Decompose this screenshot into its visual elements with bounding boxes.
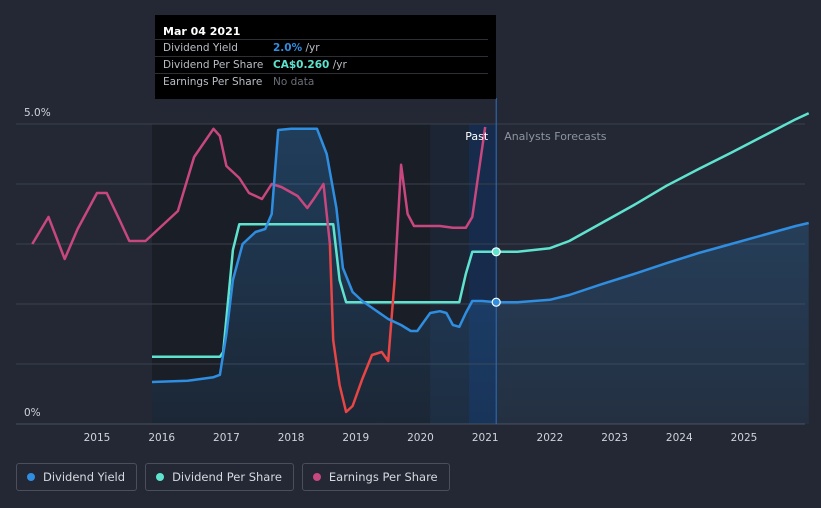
legend-item-dividend-yield[interactable]: Dividend Yield bbox=[16, 463, 138, 491]
tooltip-label: Earnings Per Share bbox=[163, 76, 263, 88]
dividend-yield-line bbox=[151, 127, 809, 384]
dividend-per-share-line bbox=[152, 112, 810, 359]
legend-label: Dividend Per Share bbox=[172, 470, 282, 484]
chart-tooltip: Mar 04 2021 Dividend Yield 2.0% /yr Divi… bbox=[155, 15, 496, 99]
tooltip-label: Dividend Yield bbox=[163, 42, 238, 54]
legend-label: Earnings Per Share bbox=[328, 470, 438, 484]
x-tick-label: 2022 bbox=[537, 432, 564, 444]
legend-dot bbox=[27, 473, 35, 481]
dividend-yield-marker-point bbox=[491, 297, 501, 307]
legend-item-earnings-per-share[interactable]: Earnings Per Share bbox=[301, 463, 450, 491]
dividend-yield-area bbox=[151, 128, 809, 425]
x-tick-label: 2024 bbox=[666, 432, 693, 444]
x-tick-label: 2019 bbox=[342, 432, 369, 444]
earnings-per-share-recent-line bbox=[393, 126, 487, 281]
tooltip-row-earnings-per-share: Earnings Per Share No data bbox=[155, 73, 488, 91]
earnings-per-share-decline-line bbox=[328, 243, 396, 414]
tooltip-label: Dividend Per Share bbox=[163, 59, 264, 71]
tooltip-value: 2.0% /yr bbox=[273, 42, 320, 54]
x-tick-label: 2018 bbox=[278, 432, 305, 444]
x-tick-label: 2015 bbox=[84, 432, 111, 444]
legend-dot bbox=[156, 473, 165, 481]
tooltip-date: Mar 04 2021 bbox=[163, 25, 241, 38]
tooltip-value: No data bbox=[273, 76, 315, 88]
tooltip-value: CA$0.260 /yr bbox=[273, 59, 347, 71]
y-tick-label: 5.0% bbox=[24, 107, 51, 119]
x-tick-label: 2020 bbox=[407, 432, 434, 444]
x-tick-label: 2021 bbox=[472, 432, 499, 444]
past-region-label: Past bbox=[465, 130, 489, 143]
forecast-region-label: Analysts Forecasts bbox=[504, 130, 607, 143]
tooltip-row-dividend-yield: Dividend Yield 2.0% /yr bbox=[155, 39, 488, 57]
chart-legend: Dividend Yield Dividend Per Share Earnin… bbox=[16, 463, 450, 491]
legend-label: Dividend Yield bbox=[43, 470, 126, 484]
x-tick-label: 2025 bbox=[731, 432, 758, 444]
earnings-per-share-line bbox=[31, 127, 332, 261]
x-tick-label: 2017 bbox=[213, 432, 240, 444]
x-tick-label: 2016 bbox=[148, 432, 175, 444]
legend-dot bbox=[312, 473, 321, 481]
y-tick-label: 0% bbox=[24, 407, 41, 419]
x-tick-label: 2023 bbox=[601, 432, 628, 444]
legend-item-dividend-per-share[interactable]: Dividend Per Share bbox=[145, 463, 294, 491]
tooltip-row-dividend-per-share: Dividend Per Share CA$0.260 /yr bbox=[155, 56, 488, 74]
dividend-per-share-marker-point bbox=[491, 247, 501, 257]
